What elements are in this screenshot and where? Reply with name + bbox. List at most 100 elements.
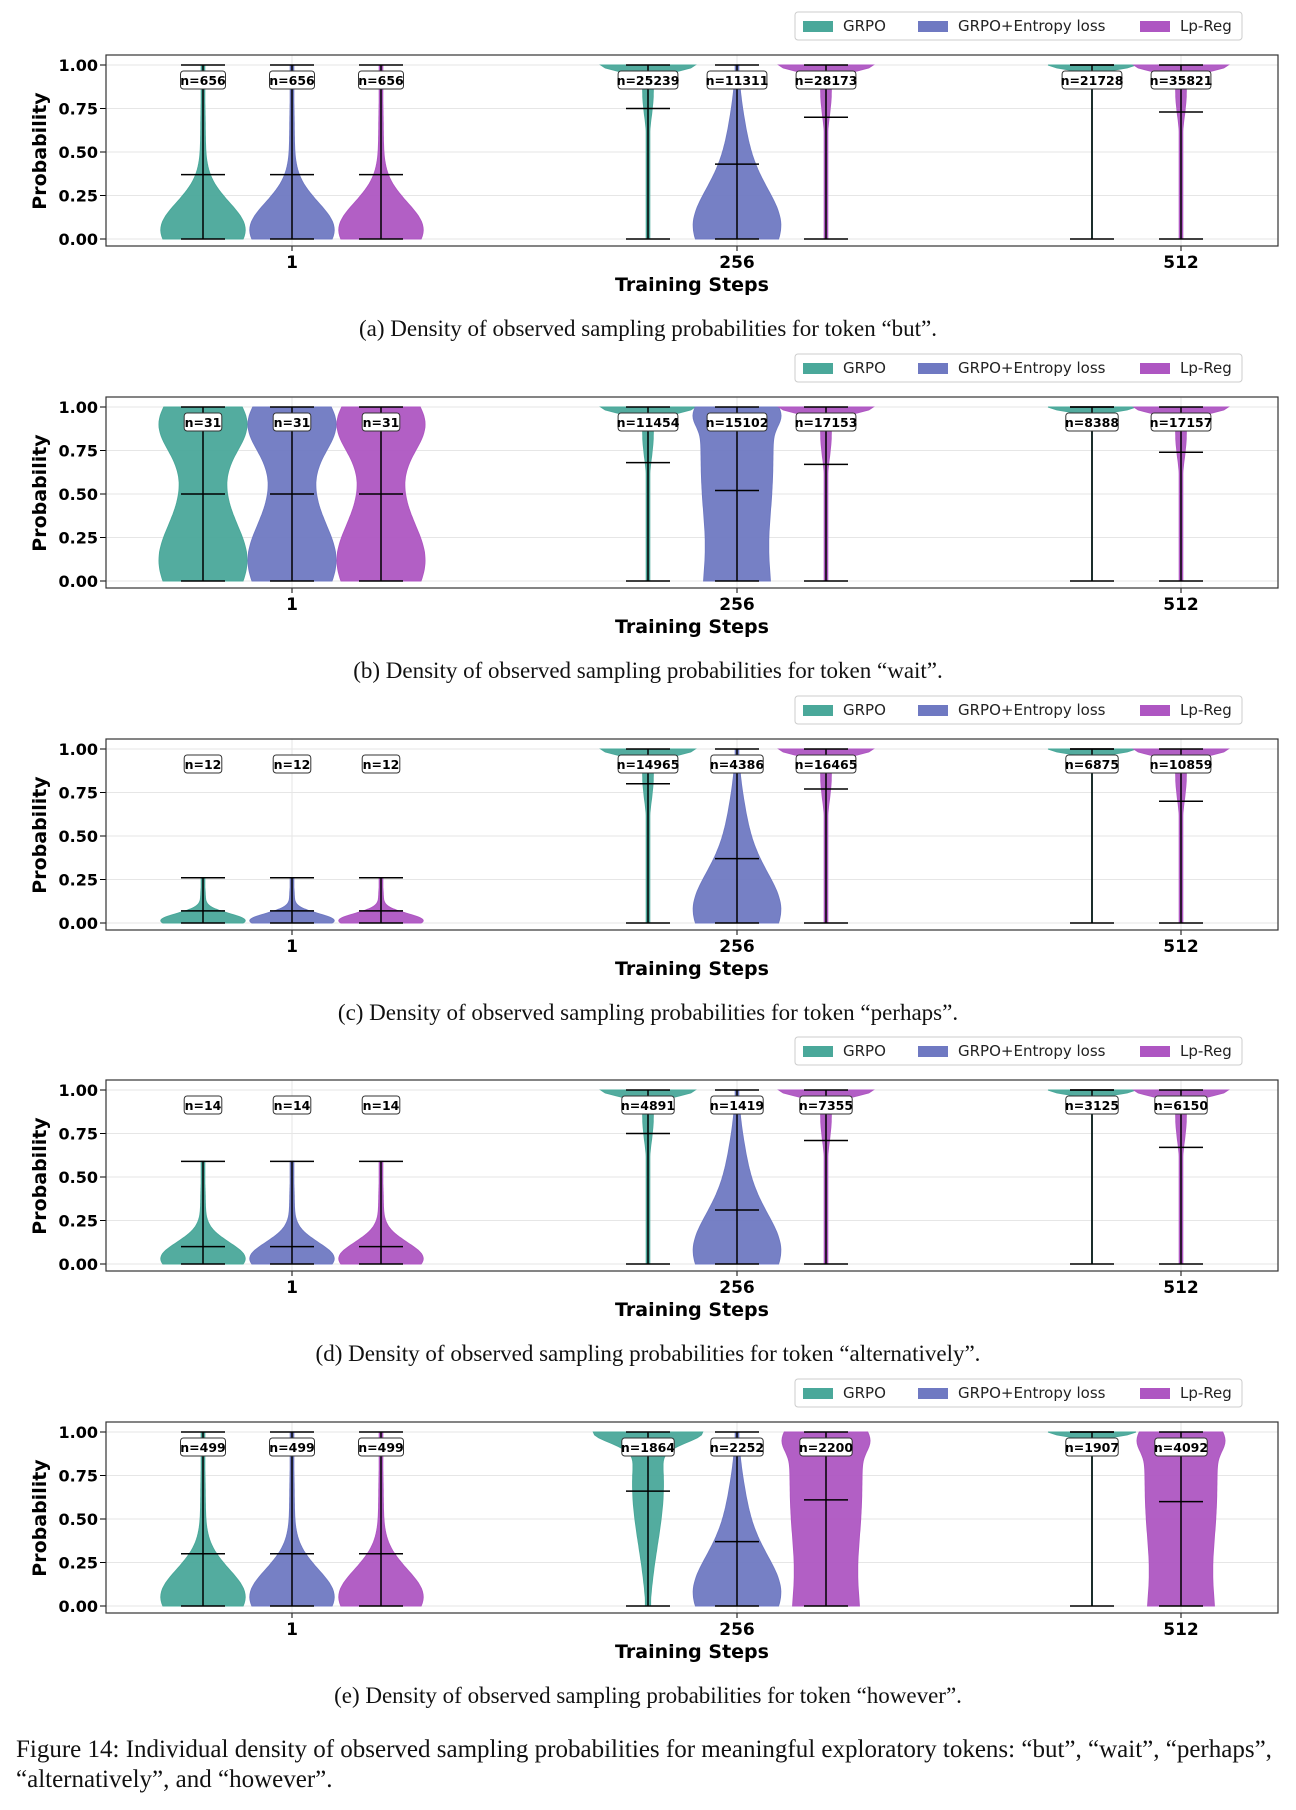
sample-count-label: n=28173 — [795, 73, 858, 88]
sample-count-label: n=3125 — [1065, 1098, 1119, 1113]
violin-chart: GRPO GRPO+Entropy loss Lp-Reg 0.00 0.25 0.50 0… — [29, 695, 1279, 980]
sample-count-box — [272, 754, 312, 774]
y-tick-label: 0.50 — [59, 485, 98, 504]
violin-panel: GRPO GRPO+Entropy loss Lp-Reg 0.00 0.25 0.50 0… — [0, 342, 1296, 682]
sample-count-box — [180, 1437, 226, 1457]
sample-count-box — [799, 1095, 853, 1115]
legend: GRPO GRPO+Entropy loss Lp-Reg — [794, 353, 1243, 383]
sample-count-label: n=8388 — [1065, 415, 1119, 430]
legend: GRPO GRPO+Entropy loss Lp-Reg — [794, 1036, 1243, 1066]
sample-count-box — [358, 70, 404, 90]
y-tick-label: 1.00 — [59, 56, 98, 75]
sample-count-label: n=499 — [269, 1440, 314, 1455]
sample-count-label: n=14 — [363, 1098, 400, 1113]
legend-swatch — [918, 1388, 948, 1399]
legend-label: GRPO+Entropy loss — [958, 1042, 1106, 1060]
x-axis-label: Training Steps — [615, 1299, 769, 1321]
legend: GRPO GRPO+Entropy loss Lp-Reg — [794, 695, 1243, 725]
legend-swatch — [918, 1046, 948, 1057]
axes-frame — [105, 1421, 1279, 1614]
y-axis-label: Probability — [29, 92, 51, 210]
sample-count-box — [361, 412, 401, 432]
sample-count-box — [183, 754, 223, 774]
axes-frame — [105, 738, 1279, 931]
sample-count-label: n=12 — [274, 757, 311, 772]
y-tick-label: 0.00 — [59, 572, 98, 591]
y-tick-label: 1.00 — [59, 1081, 98, 1100]
x-axis-label: Training Steps — [615, 958, 769, 980]
figure-caption: Figure 14: Individual density of observe… — [16, 1736, 1272, 1793]
y-tick-label: 1.00 — [59, 740, 98, 759]
sample-count-box — [795, 412, 857, 432]
sample-count-label: n=12 — [185, 757, 222, 772]
sample-count-box — [272, 412, 312, 432]
sample-count-box — [621, 1095, 675, 1115]
y-tick-label: 0.00 — [59, 230, 98, 249]
x-tick-label: 256 — [719, 253, 755, 273]
y-tick-label: 0.75 — [59, 100, 98, 119]
axes-frame — [105, 396, 1279, 589]
legend-label: GRPO — [843, 1384, 886, 1402]
sample-count-box — [710, 1095, 764, 1115]
x-tick-label: 512 — [1163, 1278, 1199, 1298]
violin-chart: GRPO GRPO+Entropy loss Lp-Reg 0.00 0.25 0.50 0… — [29, 353, 1279, 638]
sample-count-box — [799, 1437, 853, 1457]
axes-frame — [105, 54, 1279, 247]
sample-count-box — [617, 70, 679, 90]
legend-label: GRPO+Entropy loss — [958, 359, 1106, 377]
sample-count-label: n=12 — [363, 757, 400, 772]
legend-label: GRPO — [843, 17, 886, 35]
sample-count-box — [1065, 754, 1119, 774]
x-tick-label: 512 — [1163, 253, 1199, 273]
legend-frame — [794, 695, 1243, 725]
legend-label: Lp-Reg — [1180, 1042, 1232, 1060]
legend-label: Lp-Reg — [1180, 17, 1232, 35]
legend-frame — [794, 1036, 1243, 1066]
x-tick-label: 1 — [286, 1620, 298, 1640]
x-tick-label: 512 — [1163, 1620, 1199, 1640]
legend-label: GRPO+Entropy loss — [958, 1384, 1106, 1402]
sample-count-box — [706, 70, 768, 90]
sample-count-box — [621, 1437, 675, 1457]
legend-label: Lp-Reg — [1180, 701, 1232, 719]
legend-label: GRPO+Entropy loss — [958, 17, 1106, 35]
legend-label: GRPO — [843, 359, 886, 377]
panel-caption: (d) Density of observed sampling probabi… — [315, 1341, 981, 1366]
sample-count-label: n=25239 — [617, 73, 680, 88]
sample-count-label: n=31 — [363, 415, 400, 430]
y-tick-label: 0.50 — [59, 143, 98, 162]
x-tick-label: 256 — [719, 937, 755, 957]
y-axis-label: Probability — [29, 434, 51, 552]
sample-count-box — [1150, 70, 1212, 90]
axes-frame — [105, 1079, 1279, 1272]
y-tick-label: 0.75 — [59, 784, 98, 803]
y-tick-label: 0.25 — [59, 1554, 98, 1573]
legend-label: GRPO — [843, 1042, 886, 1060]
violin-chart: GRPO GRPO+Entropy loss Lp-Reg 0.00 0.25 0.50 0… — [29, 1036, 1279, 1321]
sample-count-box — [795, 70, 857, 90]
legend-swatch — [1140, 363, 1170, 374]
sample-count-label: n=14 — [185, 1098, 222, 1113]
y-tick-label: 0.75 — [59, 1467, 98, 1486]
y-tick-label: 1.00 — [59, 398, 98, 417]
sample-count-label: n=1864 — [621, 1440, 675, 1455]
sample-count-box — [361, 1095, 401, 1115]
sample-count-box — [795, 754, 857, 774]
sample-count-box — [617, 412, 679, 432]
sample-count-label: n=4891 — [621, 1098, 675, 1113]
sample-count-label: n=7355 — [799, 1098, 853, 1113]
sample-count-label: n=21728 — [1061, 73, 1124, 88]
x-axis-label: Training Steps — [615, 1641, 769, 1663]
sample-count-box — [1150, 412, 1212, 432]
sample-count-box — [183, 412, 223, 432]
y-tick-label: 0.50 — [59, 1510, 98, 1529]
x-tick-label: 256 — [719, 1278, 755, 1298]
y-axis-label: Probability — [29, 776, 51, 894]
sample-count-label: n=10859 — [1150, 757, 1213, 772]
sample-count-box — [1065, 412, 1119, 432]
legend-frame — [794, 11, 1243, 41]
legend-swatch — [918, 363, 948, 374]
legend-swatch — [803, 705, 833, 716]
y-tick-label: 0.75 — [59, 442, 98, 461]
y-tick-label: 0.25 — [59, 187, 98, 206]
